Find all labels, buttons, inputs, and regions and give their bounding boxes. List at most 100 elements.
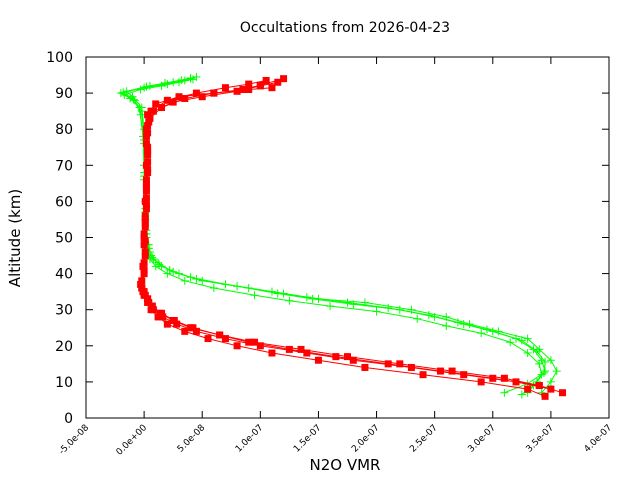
y-tick-label: 90: [55, 86, 73, 102]
data-point: [181, 95, 189, 103]
data-point: [180, 276, 189, 285]
data-point: [126, 94, 135, 103]
data-point: [186, 73, 195, 82]
data-point: [154, 313, 162, 321]
data-point: [141, 248, 149, 256]
data-point: [163, 320, 171, 328]
data-point: [144, 143, 152, 151]
data-point: [209, 284, 218, 293]
data-point: [517, 390, 526, 399]
data-point: [159, 313, 167, 321]
data-point: [186, 273, 195, 282]
data-point: [262, 76, 270, 84]
data-point: [148, 302, 156, 310]
data-point: [523, 349, 532, 358]
data-point: [137, 107, 146, 116]
data-point: [149, 306, 157, 314]
data-point: [395, 305, 404, 314]
data-point: [256, 81, 264, 89]
data-point: [546, 356, 555, 365]
data-point: [138, 277, 146, 285]
data-point: [267, 287, 276, 296]
data-point: [192, 327, 200, 335]
series-line: [141, 80, 552, 390]
y-tick-label: 40: [55, 267, 73, 283]
data-point: [221, 280, 230, 289]
data-point: [141, 291, 149, 299]
data-point: [141, 223, 149, 231]
data-point: [477, 329, 486, 338]
x-tick-label: 2.5e-07: [408, 423, 440, 455]
data-point: [152, 100, 160, 108]
data-point: [523, 334, 532, 343]
data-point: [136, 110, 145, 119]
data-point: [529, 345, 538, 354]
data-point: [436, 367, 444, 375]
x-tick-label: 2.0e-07: [350, 423, 382, 455]
data-point: [141, 197, 149, 205]
data-point: [535, 382, 543, 390]
data-point: [349, 300, 358, 309]
data-point: [459, 320, 468, 329]
data-point: [140, 234, 148, 241]
data-point: [119, 88, 128, 97]
data-point: [169, 98, 177, 106]
x-tick-label: 5.0e-08: [176, 423, 208, 455]
data-point: [140, 230, 148, 238]
data-point: [155, 260, 164, 269]
data-point: [285, 296, 294, 305]
series-line: [141, 87, 546, 397]
data-point: [221, 335, 229, 343]
data-point: [244, 284, 253, 293]
data-point: [360, 298, 369, 307]
data-point: [163, 96, 171, 104]
data-point: [141, 219, 149, 227]
data-point: [424, 311, 433, 320]
data-point: [245, 85, 253, 93]
data-point: [233, 342, 241, 350]
data-point: [144, 169, 152, 177]
data-point: [142, 161, 150, 169]
data-point: [169, 267, 178, 276]
data-point: [142, 187, 150, 195]
data-point: [181, 327, 189, 335]
data-point: [314, 356, 322, 364]
x-tick-label: -5.0e-08: [57, 423, 91, 457]
y-tick-label: 60: [55, 194, 73, 210]
plot-frame: [85, 56, 610, 419]
data-point: [142, 125, 150, 133]
data-point: [442, 321, 451, 330]
data-point: [250, 291, 259, 300]
data-point: [541, 367, 550, 376]
data-point: [303, 349, 311, 357]
data-point: [144, 111, 152, 119]
data-point: [140, 241, 148, 249]
data-point: [144, 129, 152, 137]
data-point: [174, 269, 183, 278]
series-line: [125, 78, 558, 394]
data-point: [142, 183, 150, 191]
x-tick-label: 3.0e-07: [466, 423, 498, 455]
data-point: [158, 309, 166, 317]
data-point: [204, 335, 212, 343]
data-point: [245, 338, 253, 346]
data-point: [177, 76, 186, 85]
data-point: [142, 205, 150, 213]
data-point: [144, 150, 152, 158]
data-point: [413, 314, 422, 323]
data-point: [145, 298, 153, 306]
data-point: [407, 363, 415, 371]
x-tick-label: 4.0e-07: [583, 423, 615, 455]
x-tick-label: 0.0e+00: [115, 423, 150, 458]
data-point: [430, 312, 439, 321]
data-point: [372, 307, 381, 316]
data-point: [139, 262, 147, 270]
data-point: [256, 342, 264, 350]
data-point: [210, 89, 218, 97]
data-point: [500, 374, 508, 382]
x-tick-label: 3.5e-07: [524, 423, 556, 455]
data-point: [384, 360, 392, 368]
data-point: [144, 158, 152, 166]
data-point: [559, 389, 567, 397]
